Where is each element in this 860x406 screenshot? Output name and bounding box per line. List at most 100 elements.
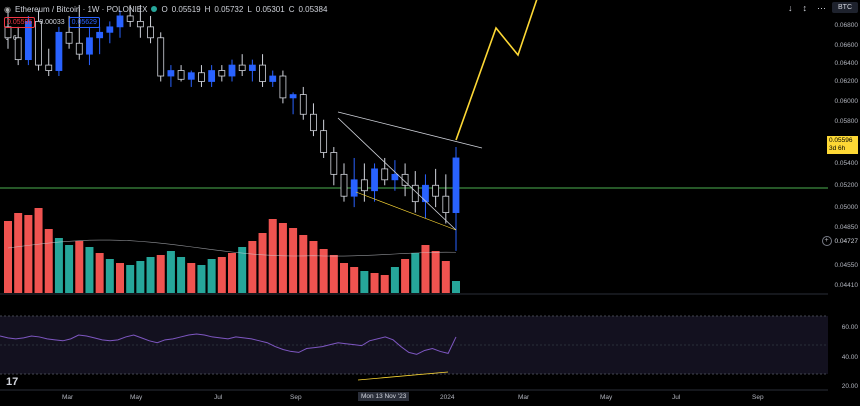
volume-bar: [4, 221, 12, 293]
price-tick: 0.05000: [834, 204, 859, 211]
low-label: L: [247, 4, 252, 14]
time-tick: Sep: [752, 394, 764, 401]
buy-button[interactable]: 0.05629: [68, 17, 100, 28]
candle-body: [259, 64, 266, 82]
volume-bar: [268, 219, 277, 293]
candle-body: [340, 173, 348, 197]
more-icon[interactable]: ⋯: [817, 3, 826, 13]
candle-body: [411, 184, 419, 203]
rsi-tick: 60.00: [841, 324, 858, 331]
chevron-down-icon: ⌄: [4, 35, 10, 42]
candle-body: [238, 64, 246, 71]
indicators-toggle[interactable]: ⌄ 6: [4, 34, 17, 43]
volume-bar: [116, 263, 124, 293]
volume-bar: [34, 208, 43, 293]
candle-body: [35, 20, 42, 66]
volume-bar: [75, 241, 84, 293]
volume-bar: [340, 263, 348, 293]
high-label: H: [204, 4, 211, 14]
volume-bar: [360, 271, 369, 293]
volume-bar: [309, 241, 318, 293]
volume-bar: [401, 259, 410, 293]
candle-body: [55, 31, 63, 71]
candle-body: [381, 168, 389, 181]
candle-body: [75, 42, 83, 55]
arrows-cross-icon[interactable]: ↕: [802, 3, 808, 13]
sell-button[interactable]: 0.05596: [4, 17, 36, 28]
candle-body: [167, 70, 175, 77]
price-tick: 0.05400: [834, 160, 859, 167]
indicators-count: 6: [12, 34, 17, 42]
close-label: C: [288, 4, 295, 14]
price-tick: 0.04410: [834, 282, 859, 289]
volume-bar: [177, 257, 186, 293]
volume-bar: [44, 229, 53, 293]
price-tick: 0.05800: [834, 118, 859, 125]
volume-bar: [238, 247, 247, 293]
price-tick: 0.06600: [834, 42, 859, 49]
price-tick: 0.06000: [834, 98, 859, 105]
volume-bar: [54, 238, 63, 293]
time-tick: Jul: [672, 394, 681, 401]
spread-value: 0.00033: [39, 19, 65, 26]
candle-body: [442, 195, 450, 213]
volume-bar: [441, 261, 450, 293]
volume-bar: [228, 253, 236, 293]
volume-bar: [207, 259, 216, 293]
rsi-line: [0, 333, 457, 355]
wedge-lower-line: [337, 117, 457, 231]
candle-body: [248, 64, 256, 71]
price-tick: 0.05200: [834, 182, 859, 189]
arrow-down-icon[interactable]: ↓: [788, 3, 793, 13]
volume-bar: [187, 263, 196, 293]
last-price-tag: 0.05596 3d 6h: [827, 136, 858, 154]
crosshair-time: Mon 13 Nov '23: [358, 392, 410, 401]
candle-body: [106, 26, 114, 33]
candle-body: [86, 37, 93, 55]
candle-body: [330, 152, 338, 175]
candle-body: [14, 37, 22, 61]
candle-body: [187, 72, 195, 80]
time-tick: 2024: [440, 394, 455, 401]
candle-body: [371, 168, 378, 192]
rsi-divergence-line: [357, 371, 449, 381]
bar-countdown: 3d 6h: [829, 145, 846, 152]
volume-bar: [156, 255, 165, 293]
candle-body: [4, 26, 12, 39]
volume-bar: [217, 257, 226, 293]
tradingview-logo[interactable]: 17: [6, 376, 19, 388]
price-tick: 0.04850: [834, 224, 859, 231]
symbol-title: Ethereum / Bitcoin · 1W · POLONIEX: [14, 4, 148, 14]
candle-body: [147, 26, 154, 39]
candle-body: [320, 130, 328, 153]
price-tick: 0.04550: [834, 262, 859, 269]
open-label: O: [161, 4, 168, 14]
close-value: 0.05384: [298, 4, 328, 14]
volume-bar: [258, 233, 267, 293]
crosshair-price: 0.04727: [834, 237, 859, 245]
crosshair-price-tag: + 0.04727: [821, 236, 859, 246]
volume-bar: [380, 275, 389, 293]
plus-icon[interactable]: +: [821, 236, 832, 246]
candle-body: [350, 179, 358, 197]
volume-bar: [390, 267, 399, 293]
volume-bar: [14, 213, 23, 293]
candle-body: [279, 75, 287, 99]
volume-ma-line: [7, 239, 457, 257]
candle-body: [157, 37, 165, 77]
volume-bar: [146, 257, 155, 293]
symbol-legend[interactable]: ◉ Ethereum / Bitcoin · 1W · POLONIEX O 0…: [4, 2, 327, 16]
top-toolbar: ↓ ↕ ⋯: [788, 3, 826, 14]
volume-bar: [452, 281, 460, 293]
currency-selector[interactable]: BTC: [832, 2, 858, 13]
candle-body: [299, 94, 307, 115]
market-open-icon: [151, 6, 158, 12]
volume-bar: [299, 235, 308, 293]
candle-body: [96, 31, 104, 39]
candle-body: [432, 184, 440, 197]
candle-body: [452, 157, 460, 213]
candle-body: [65, 31, 73, 44]
volume-bar: [136, 261, 145, 293]
high-value: 0.05732: [214, 4, 244, 14]
